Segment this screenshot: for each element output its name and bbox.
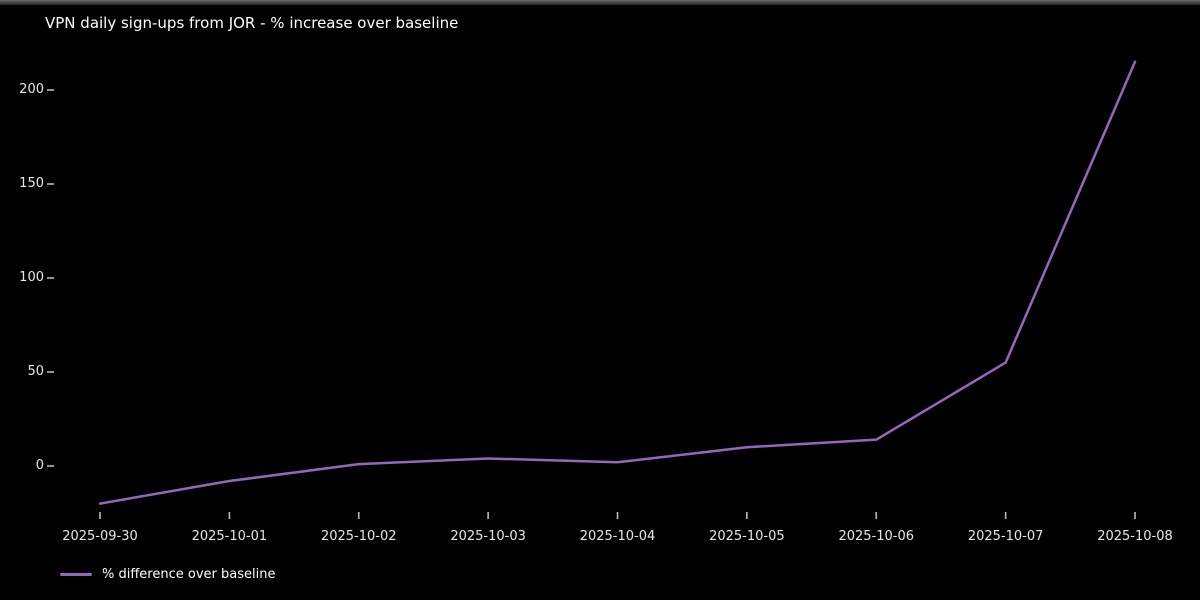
y-tick-label: 200 xyxy=(19,82,44,97)
series-line xyxy=(98,60,1137,505)
legend: % difference over baseline xyxy=(60,567,275,582)
x-tick-label: 2025-10-02 xyxy=(320,529,397,544)
legend-label: % difference over baseline xyxy=(102,567,276,582)
x-tick-label: 2025-10-04 xyxy=(579,529,656,544)
y-tick-label: 0 xyxy=(35,458,44,473)
y-tick-label: 50 xyxy=(27,364,44,379)
x-tick-label: 2025-10-03 xyxy=(450,529,526,544)
chart-title: VPN daily sign-ups from JOR - % increase… xyxy=(45,14,459,32)
x-tick-label: 2025-10-06 xyxy=(838,529,915,544)
x-tick-label: 2025-10-01 xyxy=(191,529,268,544)
y-tick-label: 150 xyxy=(19,176,44,191)
x-tick-label: 2025-10-05 xyxy=(709,529,785,544)
x-tick-label: 2025-10-08 xyxy=(1097,529,1173,544)
x-tick-label: 2025-09-30 xyxy=(62,529,138,544)
x-tick-label: 2025-10-07 xyxy=(967,529,1044,544)
legend-line-swatch xyxy=(60,573,92,576)
y-tick-label: 100 xyxy=(19,270,44,285)
window-top-edge xyxy=(0,0,1200,5)
